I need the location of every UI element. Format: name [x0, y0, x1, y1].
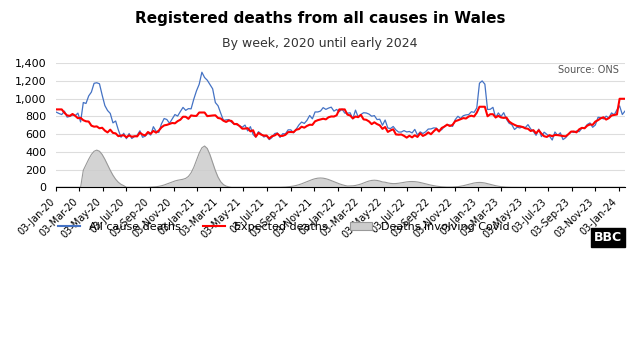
Text: Registered deaths from all causes in Wales: Registered deaths from all causes in Wal…	[135, 11, 505, 26]
Text: Source: ONS: Source: ONS	[559, 65, 620, 75]
Text: BBC: BBC	[594, 231, 622, 244]
Text: By week, 2020 until early 2024: By week, 2020 until early 2024	[222, 37, 418, 50]
Legend: All cause deaths, Expected deaths, Deaths involving Covid: All cause deaths, Expected deaths, Death…	[54, 217, 514, 236]
